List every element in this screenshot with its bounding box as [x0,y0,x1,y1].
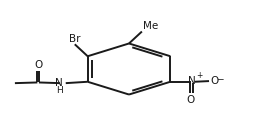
Text: N: N [188,76,196,86]
Text: −: − [216,75,224,83]
Text: O: O [187,95,195,105]
Text: O: O [210,75,219,86]
Text: H: H [57,86,63,95]
Text: N: N [55,78,63,88]
Text: Br: Br [69,34,80,44]
Text: O: O [34,60,42,70]
Text: Me: Me [143,21,158,31]
Text: +: + [197,71,203,80]
